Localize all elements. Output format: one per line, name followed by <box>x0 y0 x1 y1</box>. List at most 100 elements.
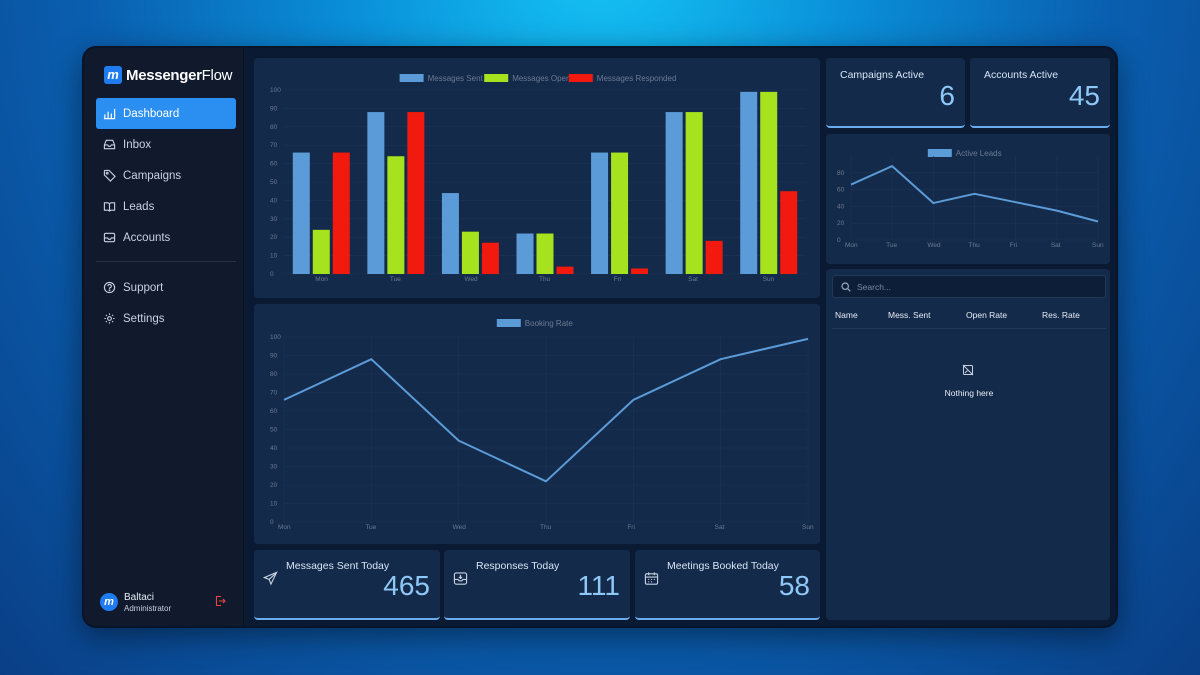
stat-label: Meetings Booked Today <box>667 560 779 572</box>
user-profile: m Baltaci Administrator <box>100 592 230 616</box>
x-tick-label: Sun <box>1092 242 1104 249</box>
x-tick-label: Thu <box>969 242 981 249</box>
legend-swatch <box>399 74 424 82</box>
bar <box>536 233 554 274</box>
app-logo[interactable]: m MessengerFlow <box>104 66 232 84</box>
column-header-name[interactable]: Name <box>835 310 858 320</box>
help-circle-icon <box>103 281 116 294</box>
gear-icon <box>104 313 115 324</box>
y-tick-label: 30 <box>270 464 278 471</box>
y-tick-label: 40 <box>270 197 278 204</box>
meetings-booked-today-card: Meetings Booked Today 58 <box>635 550 820 620</box>
y-tick-label: 60 <box>270 161 278 168</box>
bar <box>441 193 459 274</box>
campaigns-active-card: Campaigns Active 6 <box>826 58 965 128</box>
stat-value: 6 <box>939 80 955 111</box>
x-tick-label: Wed <box>464 276 478 283</box>
y-tick-label: 40 <box>837 203 845 210</box>
x-tick-label: Sun <box>763 276 775 283</box>
bar <box>740 91 758 274</box>
y-tick-label: 60 <box>837 187 845 194</box>
bar <box>631 268 649 274</box>
y-tick-label: 20 <box>270 234 278 241</box>
x-tick-label: Sat <box>715 524 725 531</box>
bar <box>760 91 778 274</box>
sidebar-item-leads[interactable]: Leads <box>96 191 236 222</box>
bar <box>685 112 703 274</box>
x-tick-label: Sat <box>688 276 698 283</box>
legend-label: Messages Open <box>512 74 570 83</box>
book-icon <box>103 202 116 212</box>
legend-swatch <box>568 74 593 82</box>
bar <box>387 156 405 274</box>
stat-label: Messages Sent Today <box>286 560 390 572</box>
y-tick-label: 80 <box>837 170 845 177</box>
sidebar-item-label: Leads <box>123 200 155 213</box>
legend-label: Messages Sent <box>428 74 484 83</box>
bar <box>312 229 330 274</box>
y-tick-label: 0 <box>270 519 274 526</box>
y-tick-label: 50 <box>270 427 278 434</box>
messages-bar-chart-panel: Messages Sent Messages Open Messages Respo… <box>254 58 820 298</box>
y-tick-label: 90 <box>270 105 278 112</box>
no-image-icon <box>962 364 974 376</box>
bar <box>516 233 534 274</box>
legend-swatch <box>484 74 509 82</box>
messages-bar-chart: Messages Sent Messages Open Messages Respo… <box>270 74 806 283</box>
inbox-download-icon <box>453 572 468 585</box>
x-tick-label: Fri <box>627 524 635 531</box>
y-tick-label: 10 <box>270 253 278 260</box>
bar-chart-icon <box>103 108 116 120</box>
leads-table-panel: Name Mess. Sent Open Rate Res. Rate Noth… <box>826 269 1110 620</box>
user-role: Administrator <box>124 604 172 613</box>
stat-value: 111 <box>577 570 620 601</box>
avatar[interactable]: m <box>100 593 118 611</box>
sidebar-item-label: Campaigns <box>123 169 182 182</box>
y-tick-label: 100 <box>270 87 281 94</box>
series-line <box>283 337 809 483</box>
y-tick-label: 40 <box>270 445 278 452</box>
bar <box>556 266 574 274</box>
booking-rate-chart-panel: Booking Rate 0 10 20 30 40 50 60 70 80 90 100 Mon Tue… <box>254 304 820 544</box>
x-tick-label: Fri <box>1010 242 1018 249</box>
search-field[interactable] <box>832 275 1106 298</box>
sidebar: m MessengerFlow Dashboard Inbox Campaign… <box>84 48 244 626</box>
y-tick-label: 80 <box>270 124 278 131</box>
y-tick-label: 0 <box>837 237 841 244</box>
bar <box>407 112 425 274</box>
bar <box>332 152 350 274</box>
app-window: m MessengerFlow Dashboard Inbox Campaign… <box>82 46 1118 628</box>
sidebar-item-settings[interactable]: Settings <box>96 303 236 334</box>
column-header-mess-sent[interactable]: Mess. Sent <box>888 310 931 320</box>
bar <box>611 152 629 274</box>
sidebar-item-support[interactable]: Support <box>96 272 236 303</box>
bar <box>481 242 499 274</box>
sidebar-item-dashboard[interactable]: Dashboard <box>96 98 236 129</box>
logout-icon[interactable] <box>214 595 226 607</box>
x-tick-label: Sat <box>1051 242 1061 249</box>
legend-label: Messages Responded <box>597 74 677 83</box>
x-tick-label: Mon <box>845 242 858 249</box>
booking-rate-chart: Booking Rate 0 10 20 30 40 50 60 70 80 90 100 Mon Tue… <box>270 319 814 531</box>
bar <box>367 112 385 274</box>
user-name: Baltaci <box>124 592 155 603</box>
y-tick-label: 70 <box>270 142 278 149</box>
y-tick-label: 0 <box>270 271 274 278</box>
sidebar-item-campaigns[interactable]: Campaigns <box>96 160 236 191</box>
sidebar-item-label: Dashboard <box>123 107 180 120</box>
bar <box>591 152 609 274</box>
x-tick-label: Tue <box>886 242 897 249</box>
sidebar-item-inbox[interactable]: Inbox <box>96 129 236 160</box>
x-tick-label: Mon <box>315 276 328 283</box>
sidebar-item-label: Settings <box>123 312 165 325</box>
tag-icon <box>103 169 116 182</box>
stat-label: Responses Today <box>476 560 560 572</box>
column-header-open-rate[interactable]: Open Rate <box>966 310 1008 320</box>
bar <box>292 152 310 274</box>
y-tick-label: 30 <box>270 216 278 223</box>
x-tick-label: Thu <box>539 276 551 283</box>
sidebar-item-accounts[interactable]: Accounts <box>96 222 236 253</box>
stat-value: 465 <box>383 570 430 601</box>
column-header-res-rate[interactable]: Res. Rate <box>1042 310 1080 320</box>
search-input[interactable] <box>857 279 1097 295</box>
